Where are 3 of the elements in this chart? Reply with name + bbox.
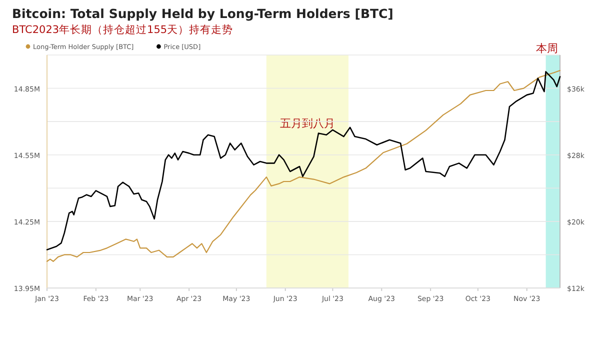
chart-title: Bitcoin: Total Supply Held by Long-Term Holders [BTC] — [12, 6, 394, 21]
band-label: 本周 — [536, 42, 558, 55]
chart-subtitle: BTC2023年长期（持仓超过155天）持有走势 — [12, 23, 234, 36]
